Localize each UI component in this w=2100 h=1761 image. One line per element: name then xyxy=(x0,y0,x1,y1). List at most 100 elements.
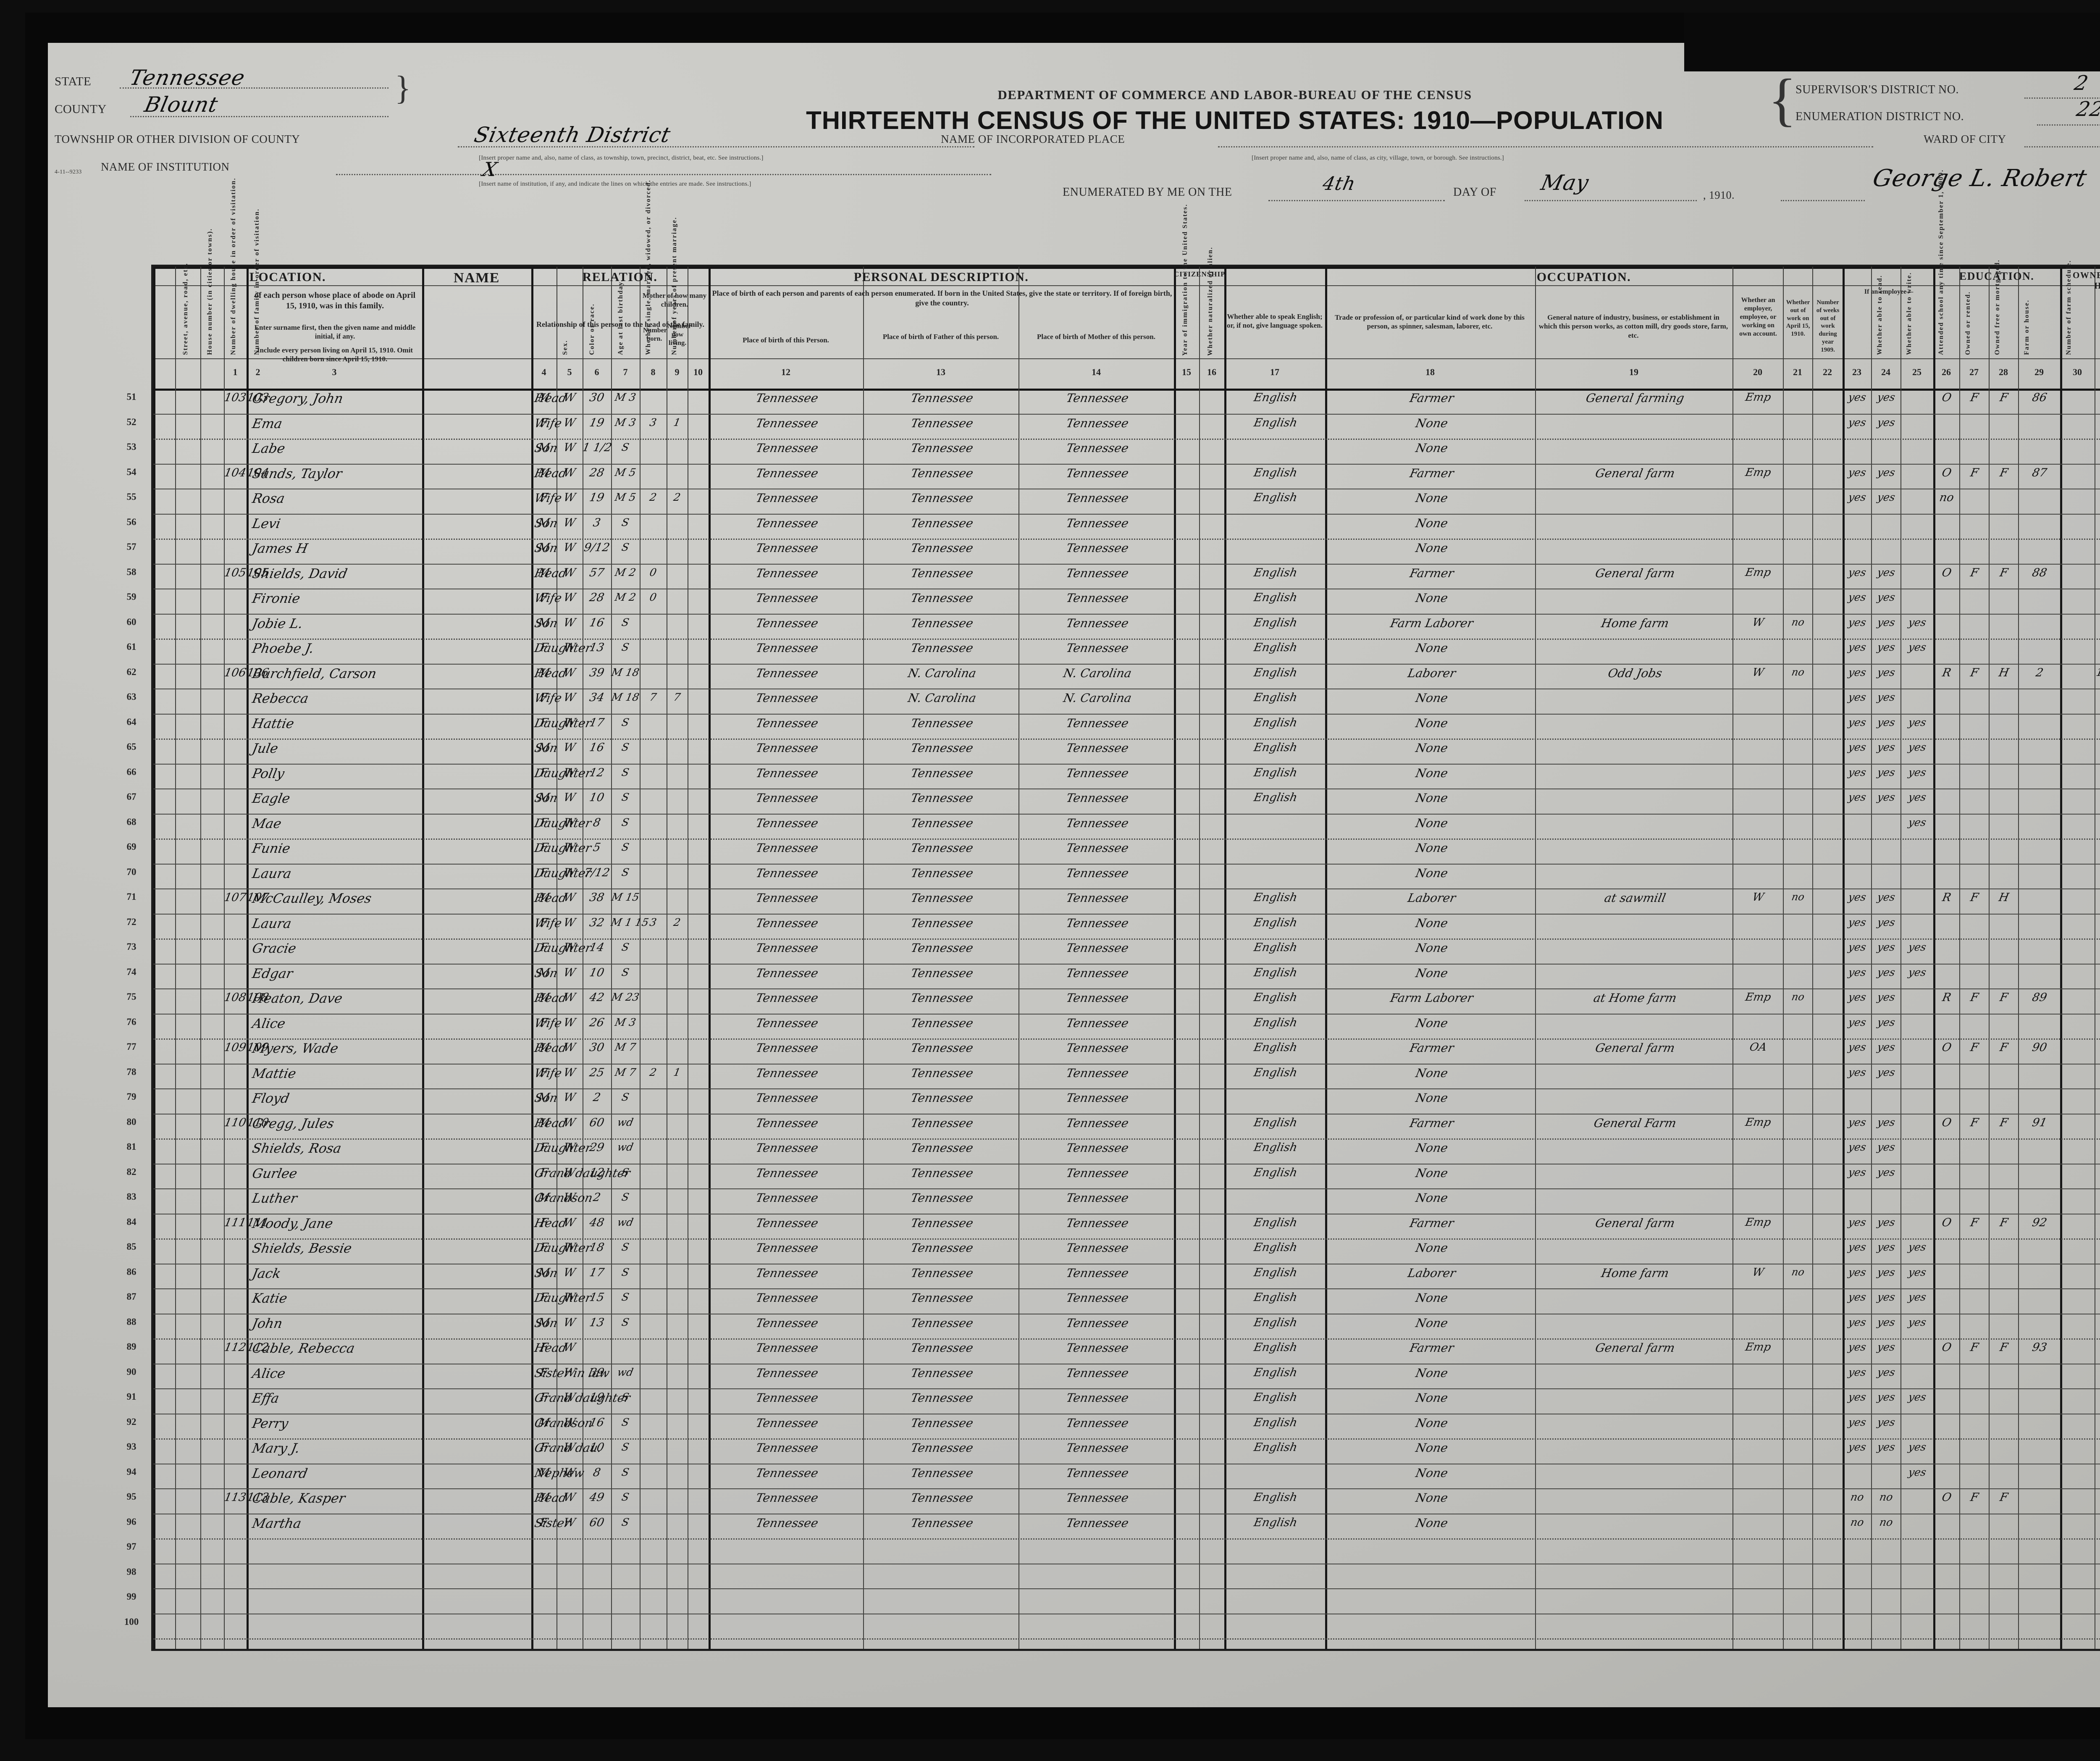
cell-race[interactable]: W xyxy=(562,716,577,729)
cell-sex[interactable]: F xyxy=(538,941,549,954)
cell-fh[interactable]: F xyxy=(1998,1216,2009,1229)
cell-sex[interactable]: M xyxy=(537,516,551,529)
cell-dwell[interactable]: 109 xyxy=(223,1041,247,1054)
cell-bp[interactable]: Tennessee xyxy=(754,866,820,880)
cell-bp[interactable]: Tennessee xyxy=(754,1166,820,1180)
cell-own[interactable]: O xyxy=(1940,391,1953,404)
cell-name[interactable]: Phoebe J. xyxy=(251,641,315,656)
cell-occ[interactable]: None xyxy=(1414,841,1449,855)
cell-sch[interactable]: yes xyxy=(1907,791,1927,803)
cell-lang[interactable]: English xyxy=(1252,466,1299,479)
cell-write[interactable]: yes xyxy=(1876,1391,1896,1403)
cell-race[interactable]: W xyxy=(562,766,577,779)
cell-write[interactable]: yes xyxy=(1876,391,1896,403)
cell-read[interactable]: yes xyxy=(1847,491,1867,503)
cell-sch[interactable]: yes xyxy=(1907,641,1927,653)
cell-ms[interactable]: S xyxy=(620,741,630,753)
cell-fbp[interactable]: Tennessee xyxy=(909,991,975,1005)
cell-name[interactable]: Shields, Rosa xyxy=(251,1141,343,1156)
cell-ofm[interactable]: F xyxy=(1969,1491,1980,1504)
cell-sch[interactable]: yes xyxy=(1907,766,1927,778)
cell-mbp[interactable]: Tennessee xyxy=(1065,916,1130,930)
cell-fbp[interactable]: Tennessee xyxy=(909,941,975,955)
cell-ind[interactable]: General farm xyxy=(1594,466,1676,480)
cell-fbp[interactable]: Tennessee xyxy=(909,1466,975,1480)
cell-lang[interactable]: English xyxy=(1252,1041,1299,1054)
cell-occ[interactable]: Farm Laborer xyxy=(1389,991,1475,1005)
cell-fbp[interactable]: Tennessee xyxy=(909,516,975,530)
cell-write[interactable]: yes xyxy=(1876,591,1896,603)
cell-ofm[interactable]: F xyxy=(1969,666,1980,679)
cell-mbp[interactable]: Tennessee xyxy=(1065,1016,1130,1030)
cell-race[interactable]: W xyxy=(562,791,577,804)
cell-age[interactable]: 19 xyxy=(588,491,606,504)
cell-fbp[interactable]: Tennessee xyxy=(909,1491,975,1505)
cell-race[interactable]: W xyxy=(562,1441,577,1454)
cell-ms[interactable]: S xyxy=(620,866,630,878)
cell-write[interactable]: yes xyxy=(1876,1291,1896,1303)
cell-race[interactable]: W xyxy=(562,1391,577,1404)
cell-race[interactable]: W xyxy=(562,441,577,454)
cell-lang[interactable]: English xyxy=(1252,591,1299,604)
cell-read[interactable]: yes xyxy=(1847,1366,1867,1378)
cell-ms[interactable]: M 3 xyxy=(614,391,637,403)
cell-mbp[interactable]: Tennessee xyxy=(1065,1341,1130,1355)
cell-mbp[interactable]: Tennessee xyxy=(1065,891,1130,905)
cell-name[interactable]: Jule xyxy=(251,741,280,756)
cell-sch[interactable]: yes xyxy=(1907,816,1927,828)
cell-lang[interactable]: English xyxy=(1252,1441,1299,1454)
cell-write[interactable]: yes xyxy=(1876,491,1896,503)
cell-race[interactable]: W xyxy=(562,491,577,504)
cell-race[interactable]: W xyxy=(562,1341,577,1354)
cell-race[interactable]: W xyxy=(562,1516,577,1529)
cell-name[interactable]: Rebecca xyxy=(251,691,310,706)
cell-born[interactable]: 2 xyxy=(672,916,682,928)
cell-name[interactable]: Burchfield, Carson xyxy=(251,666,378,681)
cell-sch[interactable]: yes xyxy=(1907,1316,1927,1328)
cell-mbp[interactable]: Tennessee xyxy=(1065,541,1130,555)
cell-sex[interactable]: F xyxy=(538,1341,549,1354)
cell-ms[interactable]: S xyxy=(620,1241,630,1253)
cell-fh[interactable]: F xyxy=(1998,1041,2009,1054)
cell-race[interactable]: W xyxy=(562,666,577,679)
cell-fh[interactable]: H xyxy=(1998,666,2010,679)
cell-race[interactable]: W xyxy=(562,1041,577,1054)
cell-bp[interactable]: Tennessee xyxy=(754,1066,820,1080)
cell-own[interactable]: R xyxy=(1941,666,1953,679)
cell-emp[interactable]: W xyxy=(1751,616,1765,629)
cell-mbp[interactable]: Tennessee xyxy=(1065,1066,1130,1080)
cell-age[interactable]: 39 xyxy=(588,666,606,679)
cell-dwell[interactable]: 103 xyxy=(223,391,247,404)
cell-age[interactable]: 60 xyxy=(588,1116,606,1129)
cell-name[interactable]: Gregg, Jules xyxy=(251,1116,336,1131)
cell-occ[interactable]: None xyxy=(1414,491,1449,505)
cell-write[interactable]: no xyxy=(1878,1491,1894,1503)
cell-name[interactable]: Labe xyxy=(251,441,286,456)
cell-fbp[interactable]: Tennessee xyxy=(909,541,975,555)
cell-lang[interactable]: English xyxy=(1252,916,1299,929)
cell-sex[interactable]: M xyxy=(537,1416,551,1429)
cell-age[interactable]: 38 xyxy=(588,891,606,904)
cell-sch[interactable]: yes xyxy=(1907,1466,1927,1478)
cell-emp[interactable]: Emp xyxy=(1744,1216,1772,1229)
cell-ms[interactable]: M 3 xyxy=(614,1016,637,1028)
cell-name[interactable]: John xyxy=(251,1316,284,1331)
cell-mbp[interactable]: Tennessee xyxy=(1065,591,1130,605)
cell-bp[interactable]: Tennessee xyxy=(754,841,820,855)
cell-bp[interactable]: Tennessee xyxy=(754,966,820,980)
cell-age[interactable]: 32 xyxy=(588,916,606,929)
cell-write[interactable]: yes xyxy=(1876,1216,1896,1228)
cell-name[interactable]: Moody, Jane xyxy=(251,1216,334,1231)
cell-bp[interactable]: Tennessee xyxy=(754,1116,820,1130)
cell-name[interactable]: Cable, Rebecca xyxy=(251,1341,356,1356)
cell-read[interactable]: yes xyxy=(1847,641,1867,653)
cell-fbp[interactable]: Tennessee xyxy=(909,441,975,455)
cell-age[interactable]: 30 xyxy=(588,1041,606,1054)
cell-ms[interactable]: S xyxy=(620,816,630,828)
cell-fbp[interactable]: Tennessee xyxy=(909,791,975,805)
cell-write[interactable]: yes xyxy=(1876,1366,1896,1378)
cell-ms[interactable]: wd xyxy=(616,1366,635,1378)
cell-mbp[interactable]: Tennessee xyxy=(1065,1141,1130,1155)
cell-farm[interactable]: 87 xyxy=(2031,466,2048,479)
cell-yrs[interactable]: 0 xyxy=(648,591,658,603)
